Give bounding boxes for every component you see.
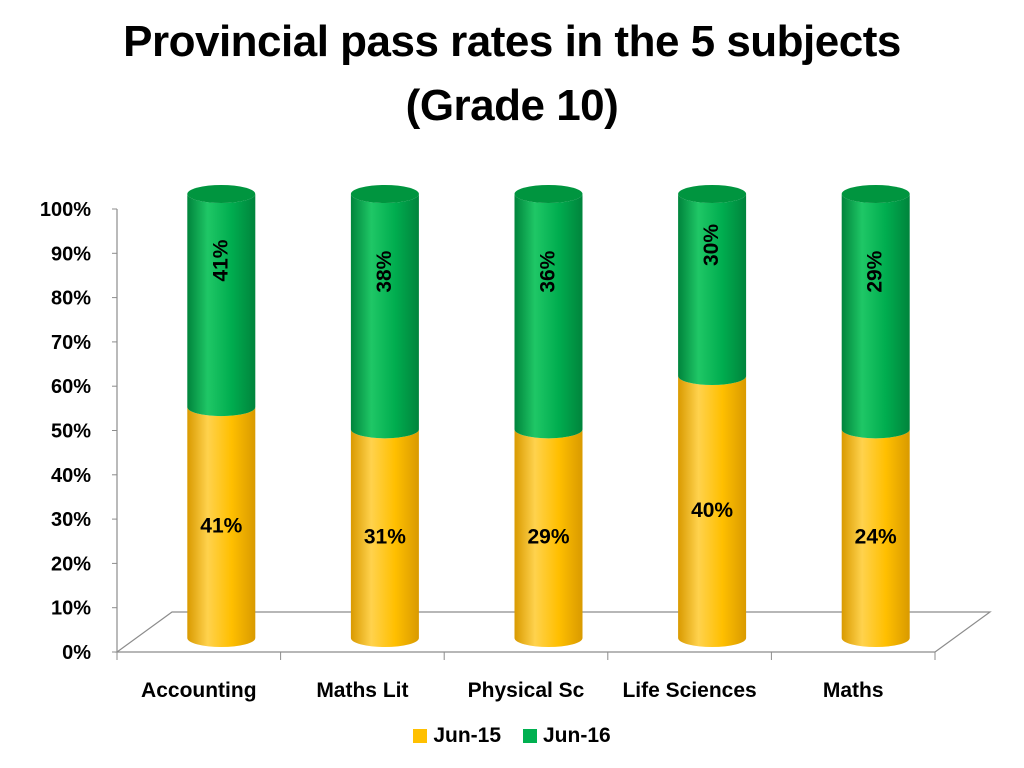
bar-jun16 (841, 194, 910, 439)
y-tick-label: 80% (51, 288, 91, 310)
bar-jun15 (841, 429, 910, 648)
y-tick-label: 50% (51, 421, 91, 443)
data-label-jun15: 41% (200, 515, 242, 538)
y-tick-label: 30% (51, 509, 91, 531)
data-label-jun16: 30% (700, 224, 723, 266)
bar-jun16 (187, 194, 256, 417)
data-label-jun15: 31% (364, 526, 406, 549)
bar-jun15 (350, 429, 419, 648)
bar-top-cap (678, 185, 747, 203)
y-tick-label: 90% (51, 243, 91, 265)
y-tick-label: 60% (51, 376, 91, 398)
chart-subtitle: (Grade 10) (405, 81, 619, 130)
bar-jun16 (678, 194, 747, 386)
y-tick-label: 10% (51, 598, 91, 620)
bar-jun15 (678, 376, 747, 648)
data-label-jun16: 38% (373, 250, 396, 292)
bar-jun15 (514, 429, 583, 648)
legend-item-jun15: Jun-15 (413, 724, 501, 748)
legend-label-jun16: Jun-16 (543, 724, 611, 747)
legend-label-jun15: Jun-15 (433, 724, 501, 747)
bar-jun16 (514, 194, 583, 439)
bar-jun15 (187, 407, 256, 648)
data-label-jun16: 36% (537, 250, 560, 292)
x-category-label: Physical Sc (468, 679, 585, 702)
bar-top-cap (187, 185, 256, 203)
legend-swatch-jun15 (413, 729, 428, 743)
x-category-label: Maths Lit (316, 679, 408, 702)
data-label-jun15: 24% (855, 526, 897, 549)
bar-jun16 (350, 194, 419, 439)
y-tick-label: 70% (51, 332, 91, 354)
legend-swatch-jun16 (523, 729, 537, 743)
chart-title: Provincial pass rates in the 5 subjects (123, 17, 901, 66)
data-label-jun16: 41% (209, 239, 232, 281)
bar-top-cap (514, 185, 583, 203)
x-category-label: Accounting (141, 679, 257, 702)
bar-top-cap (841, 185, 910, 203)
y-tick-label: 40% (51, 465, 91, 487)
y-tick-label: 20% (51, 553, 91, 575)
y-tick-label: 100% (40, 199, 91, 221)
legend-item-jun16: Jun-16 (523, 724, 611, 748)
bar-top-cap (350, 185, 419, 203)
data-label-jun16: 29% (864, 250, 887, 292)
data-label-jun15: 40% (691, 499, 733, 522)
chart-legend: Jun-15 Jun-16 (0, 724, 1024, 748)
y-tick-label: 0% (62, 642, 91, 664)
x-category-label: Life Sciences (622, 679, 756, 702)
chart-floor (115, 611, 992, 653)
x-category-label: Maths (823, 679, 884, 702)
data-label-jun15: 29% (527, 526, 569, 549)
